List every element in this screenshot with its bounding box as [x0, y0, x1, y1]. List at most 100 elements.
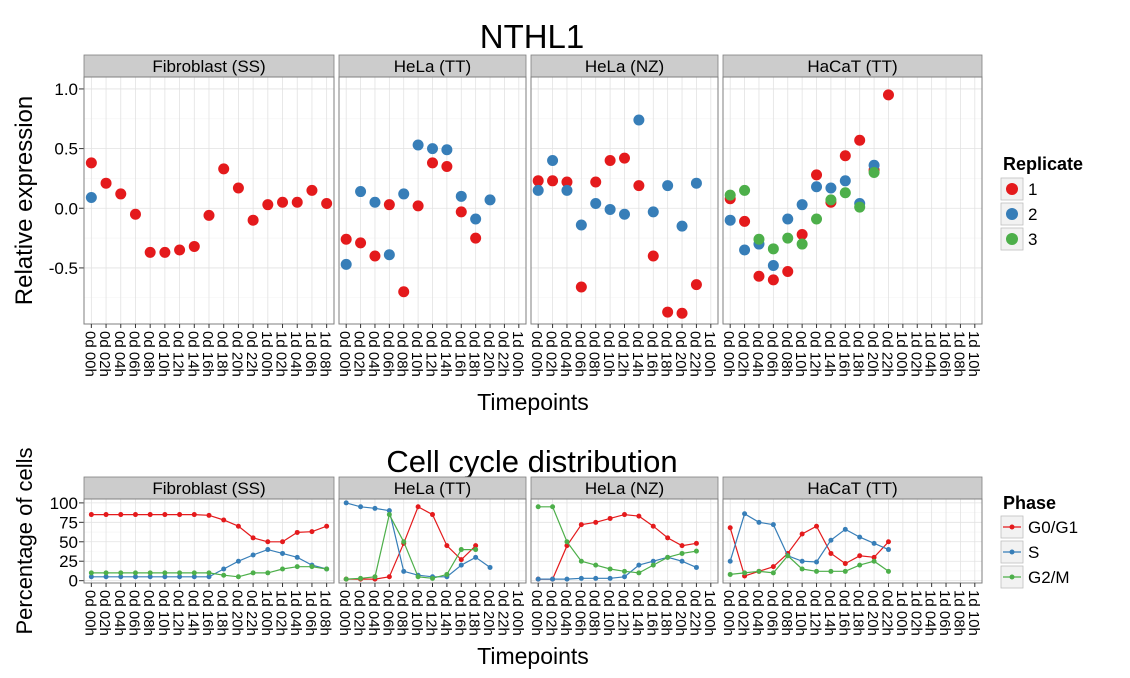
x-tick-label: 0d 20h	[672, 590, 689, 636]
data-point	[854, 201, 866, 213]
data-point	[177, 574, 183, 580]
legend-key-point	[1009, 574, 1015, 580]
x-tick-label: 1d 00h	[701, 590, 718, 636]
legend-key-point	[1006, 233, 1018, 245]
series-2	[340, 139, 496, 270]
data-point	[593, 575, 599, 581]
x-tick-label: 0d 06h	[763, 590, 780, 636]
data-point	[871, 558, 877, 564]
x-tick-label: 0d 20h	[864, 590, 881, 636]
x-tick-label: 0d 12h	[615, 590, 632, 636]
data-point	[147, 574, 153, 580]
data-point	[535, 576, 541, 582]
data-point	[444, 571, 450, 577]
series-2	[85, 192, 97, 204]
data-point	[739, 215, 751, 227]
x-tick-label: 0d 16h	[451, 590, 468, 636]
x-tick-label: 0d 08h	[394, 590, 411, 636]
x-tick-label: 1d 02h	[907, 590, 924, 636]
data-point	[206, 574, 212, 580]
data-point	[690, 177, 702, 189]
data-point	[430, 512, 435, 518]
series-line	[346, 512, 476, 580]
x-tick-label: 0d 22h	[878, 331, 895, 377]
data-point	[444, 543, 450, 549]
series-g2m	[535, 504, 699, 576]
data-point	[547, 175, 559, 187]
y-axis-label: Percentage of cells	[12, 447, 37, 634]
data-point	[88, 512, 94, 518]
x-tick-label: 0d 00h	[81, 590, 98, 636]
data-point	[828, 568, 834, 574]
data-point	[294, 529, 300, 535]
y-tick-label: 1.0	[54, 80, 78, 99]
data-point	[103, 512, 109, 518]
x-tick-label: 0d 22h	[243, 331, 260, 377]
data-point	[206, 512, 212, 518]
chart-title: NTHL1	[480, 18, 585, 55]
data-point	[593, 519, 599, 525]
data-point	[842, 561, 848, 567]
y-tick-label: 0.5	[54, 140, 78, 159]
data-point	[650, 562, 656, 568]
x-tick-label: 0d 10h	[155, 331, 172, 377]
x-tick-label: 1d 08h	[317, 331, 334, 377]
x-tick-label: 0d 10h	[792, 331, 809, 377]
data-point	[882, 89, 894, 101]
x-tick-label: 0d 06h	[571, 331, 588, 377]
data-point	[796, 229, 808, 241]
data-point	[679, 558, 685, 564]
data-point	[622, 574, 627, 580]
legend: Replicate 1 2 3	[1000, 154, 1083, 251]
data-point	[324, 523, 330, 529]
x-tick-label: 0d 06h	[125, 590, 142, 636]
facet-strip-label: HeLa (NZ)	[585, 57, 664, 76]
data-point	[191, 570, 197, 576]
data-point	[265, 547, 271, 553]
data-point	[232, 182, 244, 194]
data-point	[174, 244, 186, 256]
data-point	[177, 512, 183, 518]
data-point	[221, 517, 227, 523]
data-point	[727, 558, 733, 564]
x-tick-label: 0d 06h	[763, 331, 780, 377]
data-point	[676, 307, 688, 319]
data-point	[386, 574, 392, 580]
data-point	[739, 184, 751, 196]
x-tick-label: 1d 08h	[950, 590, 967, 636]
series-1	[85, 157, 333, 258]
data-point	[636, 562, 642, 568]
x-tick-label: 0d 08h	[586, 331, 603, 377]
data-point	[132, 512, 138, 518]
data-point	[839, 175, 851, 187]
data-point	[799, 558, 805, 564]
x-tick-label: 1d 00h	[893, 590, 910, 636]
x-tick-label: 1d 00h	[701, 331, 718, 377]
x-axis-label: Timepoints	[477, 389, 589, 415]
data-point	[118, 512, 124, 518]
x-tick-label: 1d 02h	[907, 331, 924, 377]
data-point	[857, 534, 863, 540]
x-tick-label: 0d 02h	[351, 331, 368, 377]
data-point	[578, 558, 584, 564]
x-tick-label: 0d 00h	[720, 590, 737, 636]
data-point	[147, 570, 153, 576]
facet-strip-label: HeLa (TT)	[394, 479, 471, 498]
data-point	[343, 576, 349, 582]
data-point	[662, 306, 674, 318]
facet-strip-label: HaCaT (TT)	[807, 479, 897, 498]
data-point	[871, 540, 877, 546]
data-point	[262, 199, 274, 211]
x-tick-label: 0d 12h	[615, 331, 632, 377]
data-point	[633, 180, 645, 192]
data-point	[636, 513, 642, 519]
data-point	[724, 214, 736, 226]
x-tick-label: 0d 20h	[228, 590, 245, 636]
y-tick-label: 0.0	[54, 199, 78, 218]
data-point	[235, 574, 241, 580]
panel-background	[723, 77, 982, 324]
legend-key-point	[1009, 549, 1015, 555]
